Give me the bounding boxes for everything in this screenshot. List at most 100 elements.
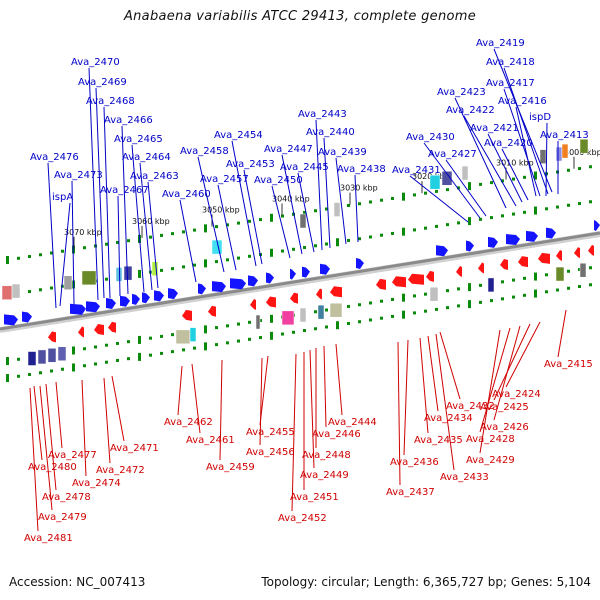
- tick-mark-row-3: [270, 314, 273, 323]
- reverse-gene-arrow: [588, 244, 594, 256]
- forward-gene-label: Ava_2445: [280, 162, 329, 173]
- forward-gene-label: Ava_2457: [200, 174, 249, 185]
- forward-label-leader: [131, 144, 145, 293]
- scale-label: 3010 kbp: [496, 159, 534, 168]
- forward-label-leader: [545, 122, 548, 197]
- tick-mark-row-1: [424, 191, 427, 195]
- tick-mark-row-2: [457, 221, 460, 225]
- tick-mark-row-4: [512, 295, 515, 299]
- tick-mark-row-1: [314, 209, 317, 213]
- tick-mark-row-2: [105, 277, 108, 281]
- forward-label-leader: [487, 133, 523, 203]
- forward-label-leader: [423, 142, 481, 219]
- function-category-box: [27, 351, 37, 366]
- reverse-gene-arrow: [500, 259, 508, 270]
- reverse-label-leader: [439, 331, 461, 400]
- tick-mark-row-2: [567, 203, 570, 207]
- tick-mark-row-4: [182, 348, 185, 352]
- tick-mark-row-4: [303, 329, 306, 333]
- tick-mark-row-1: [6, 256, 9, 265]
- tick-mark-row-1: [358, 202, 361, 206]
- reverse-label-leader: [219, 359, 223, 461]
- tick-mark-row-1: [39, 253, 42, 257]
- reverse-gene-label: Ava_2456: [246, 447, 295, 458]
- forward-label-leader: [217, 184, 237, 271]
- reverse-gene-arrow: [478, 262, 484, 274]
- tick-mark-row-3: [567, 269, 570, 273]
- tick-mark-row-2: [534, 206, 537, 215]
- forward-gene-arrow: [506, 234, 520, 246]
- forward-label-leader: [47, 162, 57, 309]
- tick-mark-row-4: [259, 336, 262, 340]
- tick-mark-row-2: [446, 223, 449, 227]
- forward-gene-label: Ava_2413: [540, 130, 589, 141]
- tick-mark-row-4: [380, 316, 383, 320]
- tick-mark-row-1: [435, 189, 438, 193]
- tick-mark-row-3: [105, 343, 108, 347]
- reverse-gene-arrow: [250, 299, 256, 310]
- reverse-gene-label: Ava_2471: [110, 443, 159, 454]
- forward-label-leader: [271, 185, 291, 259]
- reverse-gene-label: Ava_2474: [72, 478, 121, 489]
- forward-gene-arrow: [154, 290, 164, 302]
- forward-gene-arrow: [132, 293, 140, 305]
- tick-mark-row-1: [226, 223, 229, 227]
- function-category-box: [255, 314, 261, 330]
- tick-mark-row-1: [116, 240, 119, 244]
- forward-gene-arrow: [120, 295, 130, 307]
- tick-mark-row-3: [314, 310, 317, 314]
- tick-mark-row-2: [545, 207, 548, 211]
- tick-mark-row-2: [468, 217, 471, 226]
- tick-mark-row-4: [171, 350, 174, 354]
- reverse-label-leader: [291, 353, 297, 512]
- reverse-label-leader: [29, 387, 39, 532]
- tick-mark-row-3: [578, 268, 581, 272]
- map-title: Anabaena variabilis ATCC 29413, complete…: [123, 9, 477, 24]
- forward-gene-label: Ava_2468: [86, 96, 135, 107]
- tick-mark-row-4: [50, 369, 53, 373]
- tick-mark-row-4: [105, 360, 108, 364]
- forward-gene-label: Ava_2422: [446, 105, 495, 116]
- reverse-gene-label: Ava_2429: [466, 455, 515, 466]
- tick-mark-row-3: [501, 280, 504, 284]
- tick-mark-row-1: [479, 182, 482, 186]
- forward-gene-label: Ava_2427: [428, 149, 477, 160]
- function-category-box: [555, 146, 563, 162]
- scale-label: 3060 kbp: [132, 217, 170, 226]
- function-category-box: [63, 275, 73, 291]
- tick-mark-row-1: [347, 203, 350, 207]
- tick-mark-row-4: [61, 367, 64, 371]
- reverse-label-leader: [403, 339, 409, 456]
- tick-mark-row-3: [6, 357, 9, 366]
- tick-mark-row-1: [490, 181, 493, 185]
- tick-mark-row-3: [83, 347, 86, 351]
- function-category-box: [175, 329, 191, 345]
- tick-mark-row-4: [358, 320, 361, 324]
- function-category-box: [429, 174, 441, 190]
- reverse-gene-label: Ava_2437: [386, 487, 435, 498]
- reverse-label-leader: [397, 341, 401, 486]
- forward-gene-arrow: [70, 303, 86, 315]
- tick-mark-row-4: [435, 307, 438, 311]
- forward-label-leader: [463, 115, 517, 207]
- reverse-gene-label: Ava_2432: [446, 401, 495, 412]
- reverse-gene-label: Ava_2433: [440, 472, 489, 483]
- reverse-label-leader: [111, 375, 125, 442]
- tick-mark-row-2: [523, 210, 526, 214]
- reverse-label-leader: [493, 323, 531, 401]
- tick-mark-row-1: [149, 235, 152, 239]
- reverse-gene-arrow: [48, 331, 56, 343]
- reverse-gene-label: Ava_2428: [466, 434, 515, 445]
- forward-gene-label: ispD: [529, 112, 551, 123]
- forward-label-leader: [147, 181, 159, 289]
- forward-gene-arrow: [356, 258, 364, 270]
- tick-mark-row-3: [127, 340, 130, 344]
- tick-mark-row-1: [589, 165, 592, 169]
- tick-mark-row-3: [589, 266, 592, 270]
- tick-mark-row-1: [50, 251, 53, 255]
- forward-label-leader: [501, 148, 529, 201]
- reverse-label-leader: [479, 327, 511, 433]
- forward-gene-arrow: [248, 275, 258, 287]
- tick-mark-row-4: [116, 358, 119, 362]
- reverse-label-leader: [435, 333, 455, 471]
